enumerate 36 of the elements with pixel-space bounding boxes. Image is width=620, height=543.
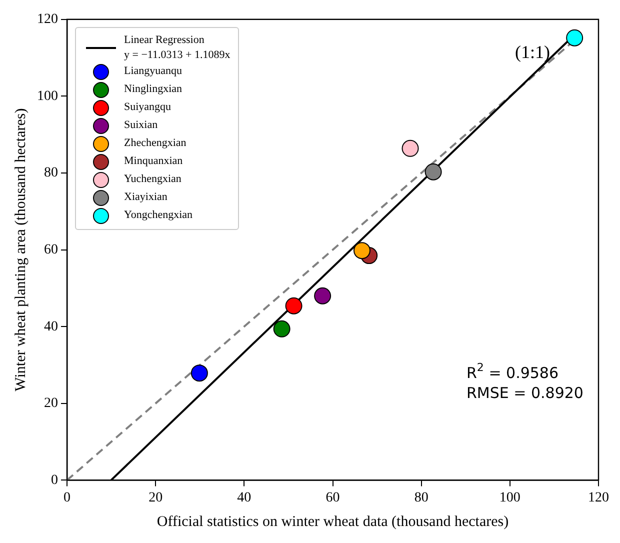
legend-label: Xiayixian (124, 191, 168, 205)
point (285, 297, 302, 314)
point (190, 364, 208, 382)
x-tick-label: 120 (588, 490, 609, 506)
legend-label: Suiyangqu (124, 101, 172, 115)
annotation: RMSE = 0.8920 (466, 384, 584, 402)
legend-label: Liangyuanqu (124, 65, 182, 79)
point (353, 242, 370, 260)
point (424, 163, 442, 180)
legend-label: Yuchengxian (124, 173, 182, 187)
point (273, 320, 290, 338)
annotation: (1:1) (515, 42, 550, 62)
x-tick-label: 20 (148, 490, 163, 506)
legend-label: Suixian (124, 119, 158, 133)
x-tick-label: 80 (414, 490, 428, 506)
y-tick-label: 20 (44, 396, 58, 412)
legend-label: Yongchengxian (124, 209, 193, 223)
y-tick-label: 0 (51, 472, 58, 488)
x-tick-label: 40 (237, 490, 252, 506)
point (402, 140, 419, 157)
legend-label: Zhechengxian (124, 137, 186, 151)
y-tick-label: 80 (44, 166, 58, 181)
x-tick-label: 100 (499, 490, 520, 506)
legend-label: Ninglingxian (124, 83, 182, 97)
y-tick-label: 60 (44, 242, 58, 258)
y-axis-title: Winter wheat planting area (thousand hectares) (12, 108, 29, 392)
legend-label: Linear Regression y = −11.0313 + 1.1089x (124, 33, 230, 62)
legend-label: Minquanxian (124, 155, 183, 169)
y-tick-label: 100 (37, 88, 58, 104)
point (314, 287, 332, 304)
y-tick-label: 120 (37, 12, 58, 28)
x-tick-label: 0 (64, 490, 70, 506)
point (566, 29, 584, 46)
x-tick-label: 60 (326, 490, 340, 506)
y-tick-label: 40 (44, 319, 58, 334)
x-axis-title: Official statistics on winter wheat data (thousand hectares) (156, 514, 509, 530)
